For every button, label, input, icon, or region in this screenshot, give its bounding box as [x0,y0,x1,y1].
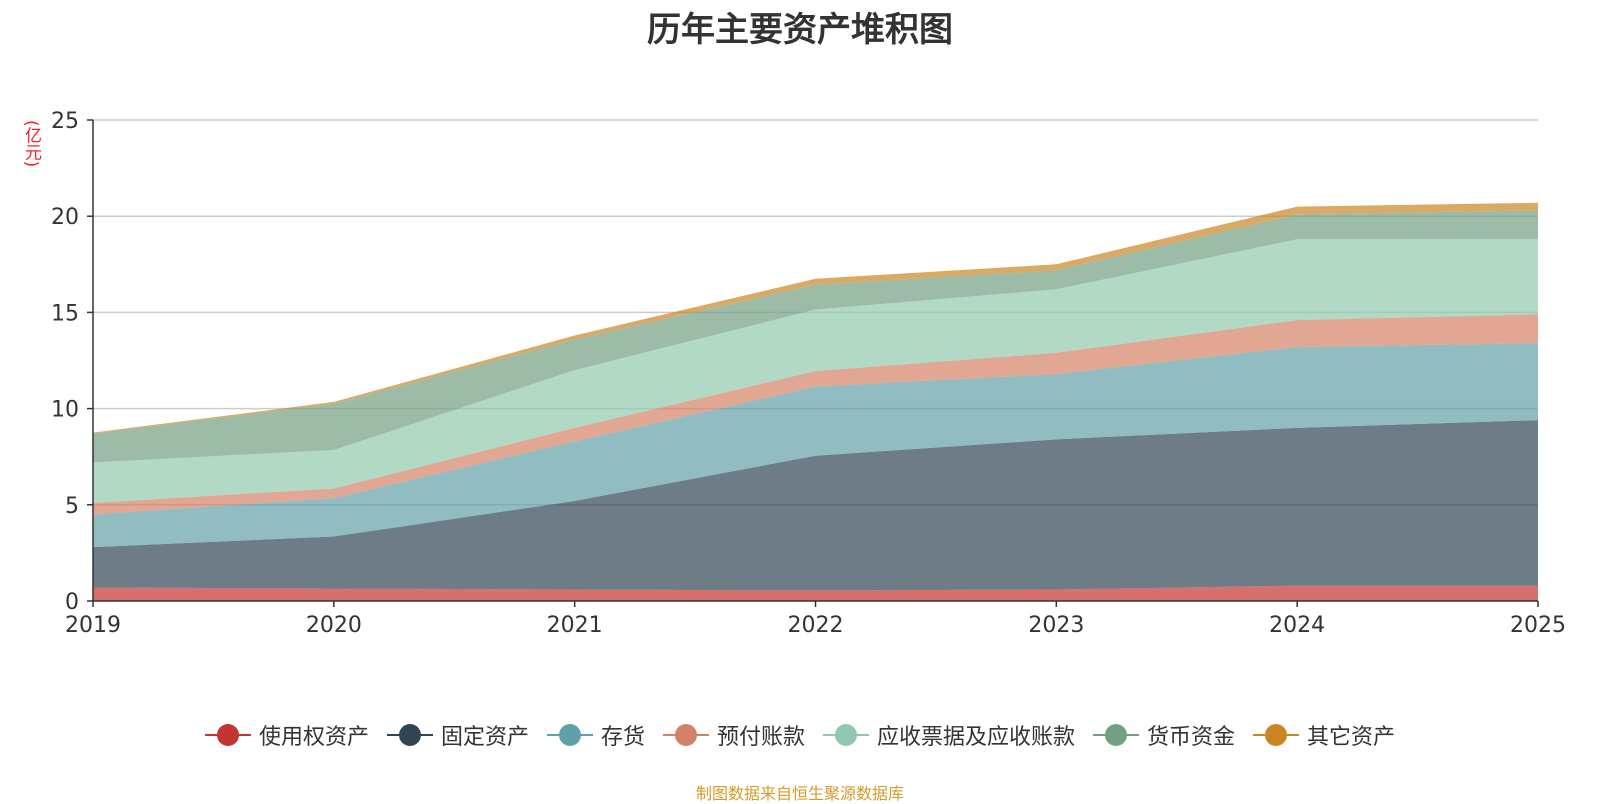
legend-marker-icon [1253,723,1300,747]
y-tick-label: 20 [51,205,79,230]
legend: 使用权资产 固定资产 存货 预付账款 应收票据及应收账款 货币资金 其它资产 [0,716,1600,754]
legend-dot [1265,724,1288,746]
x-tick-label: 2022 [788,613,844,638]
legend-item[interactable]: 固定资产 [386,719,529,751]
y-axis-unit-label: (亿元) [21,120,41,168]
x-tick-label: 2023 [1028,613,1084,638]
legend-dot [835,724,857,746]
area-series-3 [93,314,1538,515]
y-tick-label: 0 [65,590,79,615]
x-tick-label: 2020 [306,613,362,638]
legend-label: 存货 [600,725,645,750]
legend-label: 其它资产 [1307,725,1396,750]
y-tick-label: 10 [51,398,79,423]
y-tick-label: 25 [51,109,79,134]
legend-marker-icon [662,723,709,747]
legend-dot [216,724,239,746]
area-series-2 [93,343,1538,548]
area-series-1 [93,420,1538,591]
x-tick-label: 2019 [65,613,121,638]
x-tick-label: 2025 [1510,613,1566,638]
legend-marker-icon [386,723,433,747]
legend-dot [1105,724,1128,746]
legend-marker-icon [1093,723,1140,747]
area-series-5 [93,210,1538,463]
legend-marker-icon [823,723,869,747]
area-series-4 [93,239,1538,503]
source-note: 制图数据来自恒生聚源数据库 [695,784,904,803]
legend-marker-icon [204,723,251,747]
legend-label: 货币资金 [1147,725,1236,750]
y-tick-label: 15 [51,301,79,326]
legend-dot [558,724,581,746]
x-tick-label: 2021 [547,613,603,638]
legend-dot [674,724,697,746]
legend-label: 固定资产 [440,725,529,750]
area-series-0 [93,585,1538,601]
legend-item[interactable]: 存货 [546,719,645,751]
legend-label: 使用权资产 [258,725,369,750]
legend-item[interactable]: 应收票据及应收账款 [823,719,1075,751]
legend-item[interactable]: 货币资金 [1093,719,1235,751]
legend-label: 预付账款 [716,725,805,750]
legend-item[interactable]: 使用权资产 [204,719,369,751]
legend-marker-icon [546,723,593,747]
chart-title: 历年主要资产堆积图 [647,10,953,50]
y-tick-label: 5 [65,494,79,519]
x-tick-label: 2024 [1269,613,1325,638]
legend-item[interactable]: 预付账款 [662,719,805,751]
legend-label: 应收票据及应收账款 [877,725,1076,750]
stacked-areas [93,202,1538,601]
legend-item[interactable]: 其它资产 [1253,719,1395,751]
legend-dot [398,724,421,746]
